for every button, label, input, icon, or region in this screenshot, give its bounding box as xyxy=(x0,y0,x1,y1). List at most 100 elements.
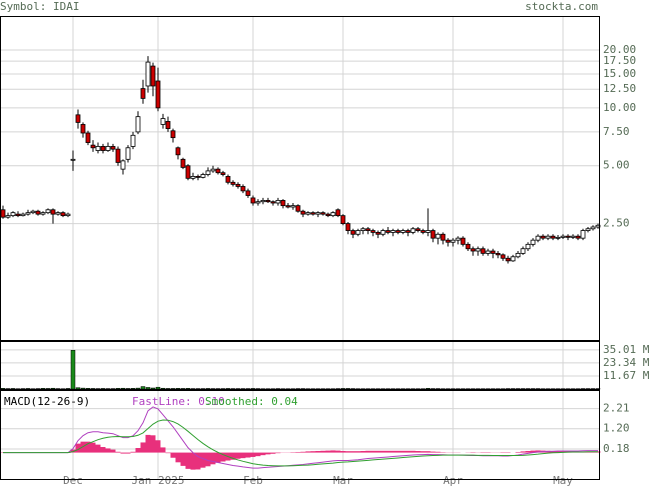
macd-histogram-bar xyxy=(350,451,356,453)
y-tick-label: 35.01 M xyxy=(603,343,650,356)
candle-body xyxy=(135,116,141,133)
y-tick-label: 23.34 M xyxy=(603,356,650,369)
candle-body xyxy=(320,212,326,215)
candle-body xyxy=(555,236,561,239)
macd-histogram-bar xyxy=(375,450,381,453)
macd-histogram-bar xyxy=(105,448,111,453)
candle-body xyxy=(0,209,6,218)
volume-bar xyxy=(165,388,171,390)
candle-body xyxy=(25,212,31,215)
candle-body xyxy=(20,213,26,217)
candle-body xyxy=(35,210,41,215)
macd-histogram-bar xyxy=(185,452,191,469)
macd-histogram-bar xyxy=(325,450,331,453)
candle-body xyxy=(120,160,126,170)
volume-bar xyxy=(120,387,126,390)
candle-body xyxy=(130,134,136,147)
macd-histogram-bar xyxy=(240,452,246,459)
candle-body xyxy=(520,248,526,254)
candle-body xyxy=(200,174,206,178)
macd-histogram-bar xyxy=(395,450,401,453)
macd-histogram-bar xyxy=(260,452,266,456)
candle-body xyxy=(325,213,331,217)
volume-bar xyxy=(155,386,161,390)
macd-histogram-bar xyxy=(415,450,421,453)
y-tick-label: 7.50 xyxy=(603,125,630,138)
candle-body xyxy=(335,209,341,217)
volume-bar xyxy=(340,388,346,390)
macd-histogram-bar xyxy=(310,451,316,453)
macd-histogram-bar xyxy=(120,452,126,454)
candle-body xyxy=(125,147,131,160)
candle-body xyxy=(235,183,241,187)
candle-body xyxy=(240,186,246,192)
macd-histogram-bar xyxy=(215,452,221,463)
volume-bar xyxy=(10,388,16,390)
macd-histogram-bar xyxy=(380,450,386,453)
candle-body xyxy=(480,248,486,254)
macd-histogram-bar xyxy=(370,450,376,453)
candle-body xyxy=(195,176,201,178)
candle-body xyxy=(465,243,471,250)
candle-body xyxy=(170,130,176,139)
volume-bar xyxy=(185,388,191,390)
candle-body xyxy=(545,235,551,239)
candle-body xyxy=(580,230,586,239)
candle-body xyxy=(280,200,286,207)
y-tick-label: 2.50 xyxy=(603,217,630,230)
macd-histogram-bar xyxy=(75,443,81,453)
candle-body xyxy=(250,197,256,204)
macd-histogram-bar xyxy=(305,451,311,453)
candle-body xyxy=(5,215,11,218)
candle-body xyxy=(560,235,566,238)
y-tick-label: 17.50 xyxy=(603,54,636,67)
macd-histogram-bar xyxy=(525,450,531,453)
candle-body xyxy=(55,212,61,215)
candle-body xyxy=(265,200,271,203)
macd-histogram-bar xyxy=(205,452,211,467)
candle-body xyxy=(375,231,381,235)
volume-bar xyxy=(160,387,166,390)
y-tick-label: 0.18 xyxy=(603,442,630,455)
candle-body xyxy=(90,144,96,149)
macd-histogram-bar xyxy=(165,452,171,454)
macd-line xyxy=(3,406,598,469)
candle-body xyxy=(405,230,411,233)
macd-histogram-bar xyxy=(235,452,241,459)
macd-histogram-bar xyxy=(255,452,261,457)
macd-histogram-bar xyxy=(405,450,411,453)
macd-histogram-bar xyxy=(435,451,441,453)
macd-histogram-bar xyxy=(555,450,561,453)
candle-body xyxy=(60,212,66,217)
volume-bar xyxy=(135,387,141,390)
candle-body xyxy=(395,230,401,233)
candle-body xyxy=(550,235,556,239)
volume-bar xyxy=(205,388,211,390)
candle-body xyxy=(210,168,216,172)
macd-histogram-bar xyxy=(365,450,371,453)
macd-histogram-bar xyxy=(355,451,361,453)
candle-body xyxy=(40,212,46,215)
candle-body xyxy=(460,237,466,245)
candle-body xyxy=(310,212,316,215)
macd-histogram-bar xyxy=(145,434,151,453)
volume-bar xyxy=(90,388,96,390)
candle-body xyxy=(300,210,306,215)
macd-histogram-bar xyxy=(200,452,206,468)
candle-body xyxy=(570,235,576,238)
y-tick-label: 2.21 xyxy=(603,402,630,415)
legend-entry: FastLine: 0.10 xyxy=(132,395,225,408)
candle-body xyxy=(400,230,406,233)
candle-body xyxy=(105,146,111,151)
candle-body xyxy=(420,230,426,233)
macd-histogram-bar xyxy=(360,450,366,453)
candle-body xyxy=(185,165,191,179)
candle-body xyxy=(490,250,496,254)
candle-body xyxy=(145,61,151,87)
macd-histogram-bar xyxy=(180,452,186,466)
volume-bar xyxy=(345,388,351,390)
macd-histogram-bar xyxy=(170,452,176,458)
candle-body xyxy=(565,235,571,238)
